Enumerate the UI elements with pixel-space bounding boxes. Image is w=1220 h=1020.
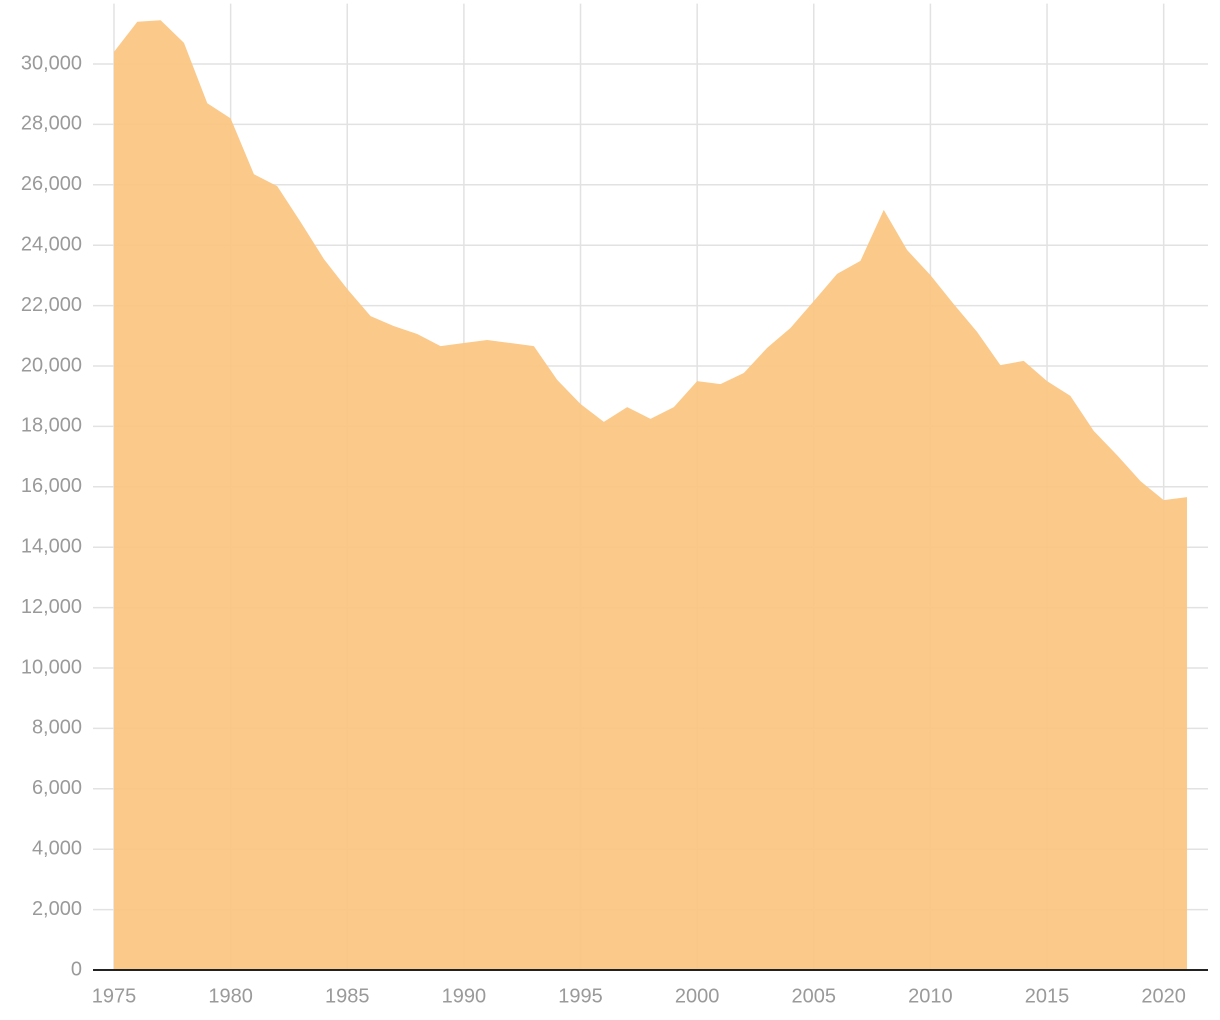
y-tick-label: 14,000 — [21, 535, 82, 557]
y-tick-label: 16,000 — [21, 475, 82, 497]
y-tick-label: 10,000 — [21, 656, 82, 678]
area — [113, 20, 1188, 970]
y-tick-label: 8,000 — [32, 717, 82, 739]
y-tick-label: 6,000 — [32, 777, 82, 799]
x-tick-label: 1995 — [558, 985, 603, 1007]
x-tick-label: 2015 — [1025, 985, 1070, 1007]
y-tick-label: 18,000 — [21, 415, 82, 437]
y-tick-label: 0 — [71, 958, 82, 980]
x-tick-label: 2010 — [908, 985, 953, 1007]
y-tick-label: 2,000 — [32, 898, 82, 920]
y-tick-label: 4,000 — [32, 837, 82, 859]
y-tick-label: 24,000 — [21, 233, 82, 255]
y-tick-label: 20,000 — [21, 354, 82, 376]
x-tick-label: 1980 — [208, 985, 253, 1007]
x-tick-label: 1985 — [325, 985, 370, 1007]
y-tick-label: 28,000 — [21, 113, 82, 135]
x-tick-label: 1990 — [442, 985, 487, 1007]
x-tick-label: 1975 — [92, 985, 137, 1007]
y-tick-label: 30,000 — [21, 52, 82, 74]
y-tick-label: 22,000 — [21, 294, 82, 316]
y-tick-label: 26,000 — [21, 173, 82, 195]
x-tick-label: 2020 — [1141, 985, 1186, 1007]
y-tick-label: 12,000 — [21, 596, 82, 618]
x-tick-label: 2005 — [792, 985, 837, 1007]
x-tick-label: 2000 — [675, 985, 720, 1007]
